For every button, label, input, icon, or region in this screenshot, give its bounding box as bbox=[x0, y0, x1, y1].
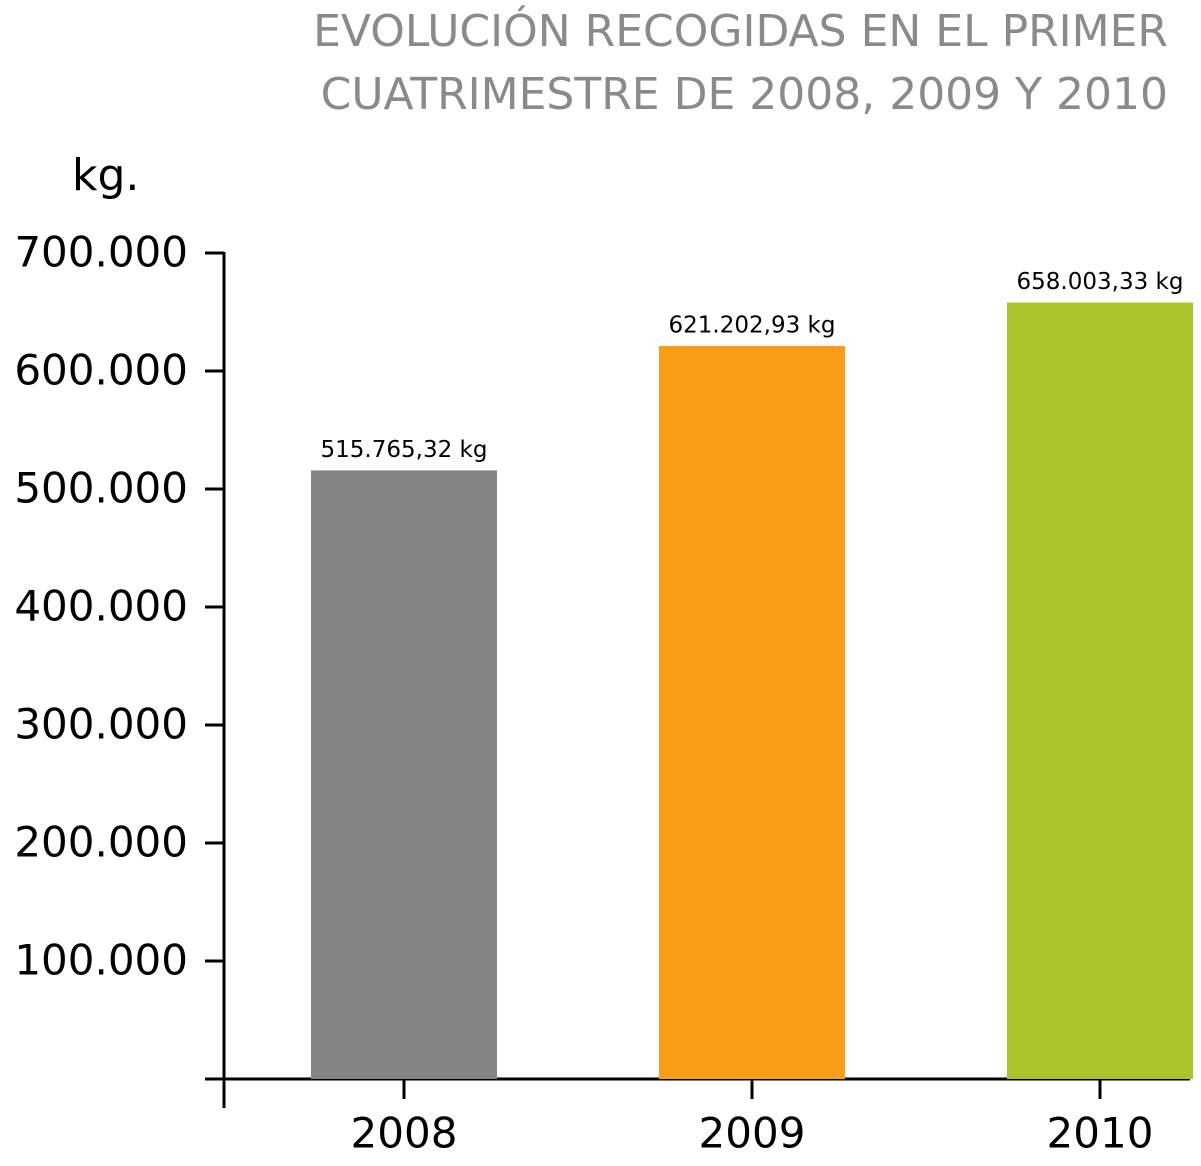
y-tick-label: 100.000 bbox=[14, 936, 188, 985]
chart-title: EVOLUCIÓN RECOGIDAS EN EL PRIMER bbox=[313, 4, 1168, 57]
bar bbox=[659, 345, 845, 1079]
bar bbox=[311, 470, 497, 1079]
y-tick-label: 200.000 bbox=[14, 818, 188, 867]
x-tick-label: 2008 bbox=[351, 1109, 458, 1158]
y-tick-label: 600.000 bbox=[14, 346, 188, 395]
y-tick-label: 300.000 bbox=[14, 700, 188, 749]
value-label: 515.765,32 kg bbox=[321, 437, 488, 463]
value-label: 621.202,93 kg bbox=[669, 312, 836, 338]
chart-title: CUATRIMESTRE DE 2008, 2009 Y 2010 bbox=[321, 69, 1168, 120]
value-label: 658.003,33 kg bbox=[1017, 269, 1184, 295]
x-tick-label: 2009 bbox=[699, 1109, 806, 1158]
y-tick-label: 400.000 bbox=[14, 582, 188, 631]
y-axis-label: kg. bbox=[72, 150, 139, 201]
y-tick-label: 500.000 bbox=[14, 464, 188, 513]
x-tick-label: 2010 bbox=[1047, 1109, 1154, 1158]
bar bbox=[1007, 302, 1193, 1080]
y-tick-label: 700.000 bbox=[14, 228, 188, 277]
